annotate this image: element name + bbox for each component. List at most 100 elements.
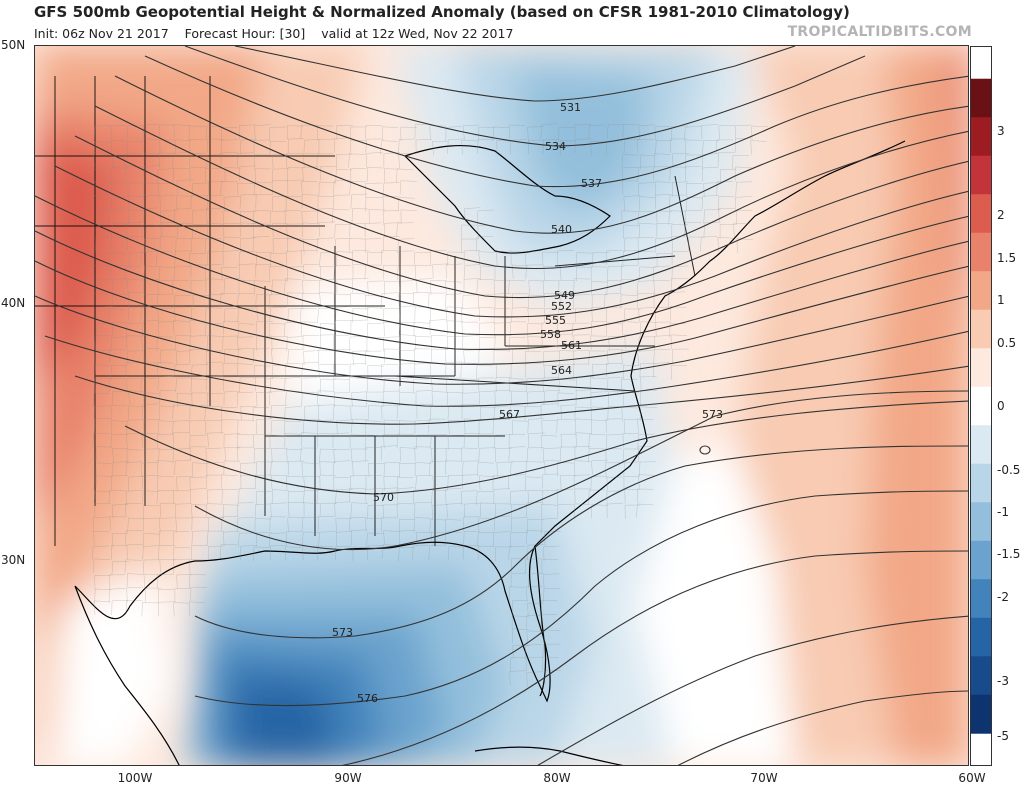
county-line	[288, 501, 305, 517]
county-line	[461, 404, 478, 419]
county-line	[366, 391, 383, 407]
county-line	[316, 125, 334, 140]
county-line	[256, 392, 273, 407]
county-line	[269, 265, 286, 281]
county-line	[431, 504, 448, 520]
county-line	[303, 502, 321, 517]
county-line	[493, 531, 510, 547]
county-line	[463, 278, 481, 294]
county-line	[414, 335, 432, 351]
county-line	[349, 517, 367, 532]
contour-label-549: 549	[554, 289, 575, 302]
county-line	[621, 264, 638, 280]
county-line	[93, 180, 111, 196]
county-line	[512, 420, 529, 435]
colorbar-swatch	[971, 78, 991, 118]
county-line	[685, 165, 702, 181]
county-line	[95, 279, 113, 294]
county-line	[653, 166, 670, 182]
county-line	[300, 377, 318, 393]
county-line	[557, 250, 574, 265]
county-line	[365, 125, 383, 140]
county-line	[495, 546, 512, 561]
county-line	[352, 250, 369, 265]
county-line	[93, 531, 110, 546]
county-line	[396, 433, 414, 448]
county-line	[93, 392, 110, 408]
county-line	[639, 196, 656, 211]
county-line	[526, 671, 543, 687]
county-line	[527, 544, 544, 560]
county-line	[476, 279, 494, 294]
county-line	[480, 265, 497, 280]
county-line	[639, 222, 656, 238]
contour-label-564: 564	[551, 364, 572, 377]
county-line	[495, 377, 512, 392]
county-line	[96, 322, 113, 338]
county-line	[237, 419, 255, 434]
county-line	[92, 251, 110, 266]
county-line	[317, 433, 334, 448]
county-line	[204, 406, 222, 421]
county-line	[509, 321, 527, 336]
county-line	[191, 392, 208, 407]
county-line	[590, 335, 607, 350]
county-line	[511, 615, 529, 630]
county-line	[558, 364, 575, 379]
county-line	[206, 375, 223, 391]
county-line	[736, 209, 753, 225]
county-line	[143, 419, 160, 434]
colorbar-swatch	[971, 155, 991, 195]
county-line	[94, 502, 111, 518]
county-line	[108, 489, 126, 505]
county-line	[416, 404, 433, 419]
county-line	[172, 320, 190, 335]
county-line	[352, 277, 369, 293]
county-line	[112, 461, 129, 477]
county-line	[400, 209, 417, 224]
county-line	[207, 250, 224, 266]
county-line	[140, 250, 158, 266]
county-line	[510, 572, 528, 588]
contour-576	[194, 490, 968, 707]
county-line	[236, 363, 254, 378]
county-line	[255, 264, 272, 279]
county-line	[270, 461, 288, 476]
county-line	[447, 434, 465, 450]
county-line	[207, 530, 224, 546]
county-line	[540, 434, 558, 450]
county-line	[399, 305, 416, 321]
contour-570	[124, 400, 968, 495]
county-line	[222, 363, 239, 378]
county-line	[127, 209, 144, 224]
county-line	[174, 587, 191, 603]
county-line	[509, 139, 527, 155]
county-line	[94, 125, 111, 141]
contour-label-group: 531 534 537 540 549 552 555 558 561 564 …	[332, 101, 723, 705]
county-line	[159, 530, 176, 546]
county-line	[701, 124, 718, 140]
county-line	[269, 516, 287, 531]
county-line	[543, 629, 560, 644]
contour-573-south	[194, 445, 968, 639]
county-line	[93, 152, 110, 167]
county-line	[352, 308, 369, 323]
anomaly-warm-east-2	[865, 46, 968, 765]
county-line	[252, 209, 270, 225]
county-line	[284, 420, 302, 436]
county-line	[734, 124, 752, 140]
county-line	[206, 195, 223, 210]
county-line	[526, 378, 543, 393]
county-line	[510, 461, 528, 476]
county-line	[367, 545, 384, 561]
map-subtitle: Init: 06z Nov 21 2017 Forecast Hour: [30…	[34, 26, 525, 41]
county-line	[109, 349, 126, 364]
county-line	[399, 363, 416, 379]
contour-label-570: 570	[373, 491, 394, 504]
county-line	[191, 545, 208, 560]
county-line	[508, 434, 526, 449]
county-line	[253, 181, 271, 197]
county-line	[255, 474, 272, 490]
county-line	[126, 236, 143, 251]
county-line	[384, 348, 401, 364]
